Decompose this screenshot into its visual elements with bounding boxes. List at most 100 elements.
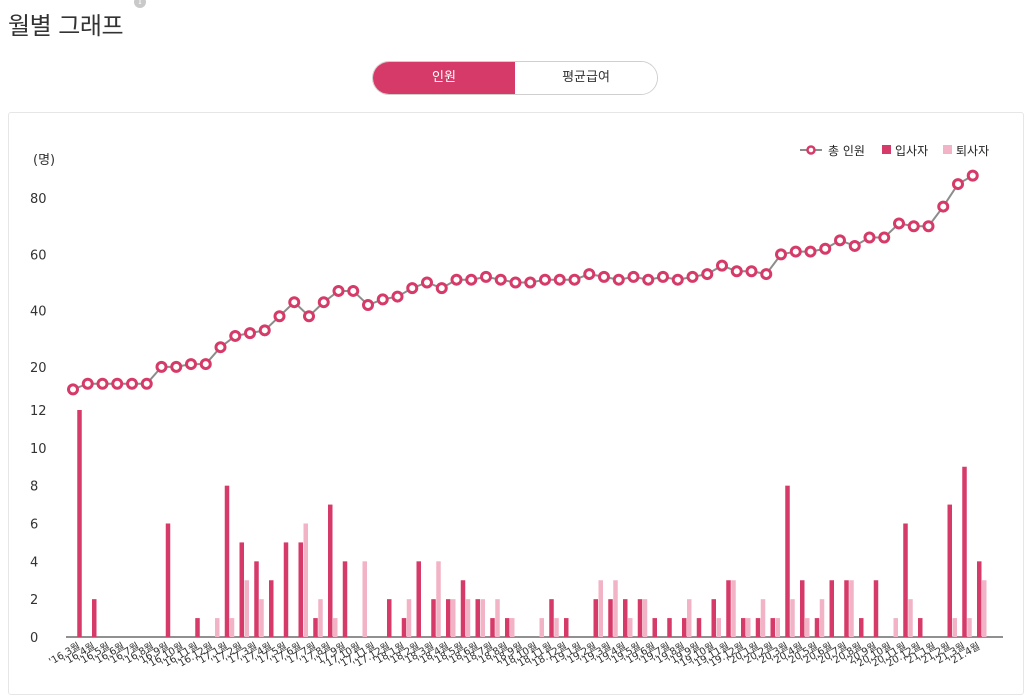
total-headcount-point[interactable] bbox=[509, 276, 522, 289]
bar-hire[interactable] bbox=[342, 561, 348, 637]
total-headcount-point[interactable] bbox=[155, 360, 168, 373]
total-headcount-point[interactable] bbox=[760, 268, 773, 281]
total-headcount-point[interactable] bbox=[480, 270, 492, 283]
total-headcount-point[interactable] bbox=[317, 296, 330, 309]
total-headcount-point[interactable] bbox=[716, 259, 728, 272]
total-headcount-point[interactable] bbox=[907, 220, 920, 233]
bar-hire[interactable] bbox=[239, 542, 245, 637]
total-headcount-point[interactable] bbox=[347, 284, 360, 297]
bar-hire[interactable] bbox=[829, 580, 835, 637]
total-headcount-point[interactable] bbox=[199, 358, 212, 371]
bar-hire[interactable] bbox=[431, 599, 436, 637]
total-headcount-point[interactable] bbox=[834, 234, 846, 247]
bar-hire[interactable] bbox=[313, 618, 318, 637]
bar-leave[interactable] bbox=[908, 599, 913, 637]
bar-leave[interactable] bbox=[406, 599, 412, 637]
total-headcount-point[interactable] bbox=[81, 377, 94, 390]
bar-hire[interactable] bbox=[859, 618, 864, 637]
bar-leave[interactable] bbox=[554, 618, 559, 637]
total-headcount-point[interactable] bbox=[126, 377, 138, 390]
bar-leave[interactable] bbox=[244, 580, 250, 637]
bar-hire[interactable] bbox=[549, 599, 554, 637]
bar-leave[interactable] bbox=[790, 599, 795, 637]
total-headcount-point[interactable] bbox=[627, 270, 640, 283]
total-headcount-point[interactable] bbox=[244, 327, 256, 340]
bar-leave[interactable] bbox=[893, 618, 899, 637]
bar-hire[interactable] bbox=[401, 618, 407, 637]
bar-leave[interactable] bbox=[775, 618, 781, 637]
bar-hire[interactable] bbox=[298, 542, 304, 637]
total-headcount-point[interactable] bbox=[804, 245, 817, 258]
bar-hire[interactable] bbox=[224, 485, 230, 637]
bar-leave[interactable] bbox=[760, 599, 766, 637]
total-headcount-point[interactable] bbox=[185, 358, 197, 371]
bar-leave[interactable] bbox=[613, 580, 618, 637]
bar-hire[interactable] bbox=[947, 504, 953, 637]
bar-hire[interactable] bbox=[755, 618, 761, 637]
total-headcount-point[interactable] bbox=[96, 377, 109, 390]
bar-hire[interactable] bbox=[873, 580, 879, 637]
bar-leave[interactable] bbox=[229, 618, 235, 637]
bar-leave[interactable] bbox=[952, 618, 958, 637]
total-headcount-point[interactable] bbox=[524, 276, 537, 289]
bar-hire[interactable] bbox=[711, 599, 717, 637]
total-headcount-point[interactable] bbox=[789, 245, 802, 258]
bar-leave[interactable] bbox=[628, 618, 633, 637]
total-headcount-point[interactable] bbox=[465, 273, 478, 286]
total-headcount-point[interactable] bbox=[332, 284, 345, 297]
bar-hire[interactable] bbox=[785, 485, 790, 637]
bar-hire[interactable] bbox=[490, 618, 495, 637]
bar-leave[interactable] bbox=[303, 523, 309, 638]
bar-leave[interactable] bbox=[967, 618, 972, 637]
total-headcount-point[interactable] bbox=[494, 273, 507, 286]
bar-leave[interactable] bbox=[510, 618, 515, 637]
total-headcount-point[interactable] bbox=[730, 265, 743, 278]
bar-leave[interactable] bbox=[819, 599, 825, 637]
bar-hire[interactable] bbox=[165, 523, 171, 638]
info-icon[interactable]: i bbox=[134, 0, 146, 8]
total-headcount-point[interactable] bbox=[686, 270, 699, 283]
bar-hire[interactable] bbox=[977, 561, 982, 637]
bar-hire[interactable] bbox=[505, 618, 510, 637]
bar-hire[interactable] bbox=[903, 523, 908, 638]
total-headcount-point[interactable] bbox=[657, 270, 669, 283]
bar-hire[interactable] bbox=[800, 580, 805, 637]
total-headcount-point[interactable] bbox=[922, 220, 935, 233]
total-headcount-point[interactable] bbox=[229, 329, 242, 342]
bar-hire[interactable] bbox=[667, 618, 672, 637]
bar-hire[interactable] bbox=[328, 504, 333, 637]
total-headcount-point[interactable] bbox=[435, 282, 448, 295]
bar-leave[interactable] bbox=[480, 599, 486, 637]
total-headcount-point[interactable] bbox=[450, 273, 463, 286]
total-headcount-point[interactable] bbox=[952, 178, 964, 191]
total-headcount-point[interactable] bbox=[893, 217, 905, 230]
bar-hire[interactable] bbox=[254, 561, 259, 637]
bar-leave[interactable] bbox=[215, 618, 220, 637]
bar-hire[interactable] bbox=[652, 618, 658, 637]
total-headcount-point[interactable] bbox=[140, 377, 153, 390]
total-headcount-point[interactable] bbox=[745, 265, 758, 278]
bar-hire[interactable] bbox=[416, 561, 422, 637]
bar-leave[interactable] bbox=[746, 618, 751, 637]
total-headcount-point[interactable] bbox=[937, 200, 950, 213]
bar-leave[interactable] bbox=[598, 580, 604, 637]
bar-hire[interactable] bbox=[460, 580, 466, 637]
bar-leave[interactable] bbox=[333, 618, 338, 637]
bar-leave[interactable] bbox=[805, 618, 810, 637]
bar-hire[interactable] bbox=[814, 618, 820, 637]
bar-leave[interactable] bbox=[982, 580, 987, 637]
total-headcount-point[interactable] bbox=[303, 310, 315, 323]
bar-hire[interactable] bbox=[844, 580, 849, 637]
bar-leave[interactable] bbox=[642, 599, 648, 637]
bar-leave[interactable] bbox=[539, 618, 545, 637]
total-headcount-point[interactable] bbox=[583, 268, 596, 281]
total-headcount-point[interactable] bbox=[362, 299, 374, 311]
total-headcount-point[interactable] bbox=[111, 377, 124, 390]
total-headcount-point[interactable] bbox=[819, 242, 832, 255]
total-headcount-point[interactable] bbox=[775, 248, 787, 261]
total-headcount-point[interactable] bbox=[553, 273, 566, 286]
bar-hire[interactable] bbox=[770, 618, 776, 637]
total-headcount-point[interactable] bbox=[421, 276, 433, 289]
total-headcount-point[interactable] bbox=[568, 273, 581, 286]
bar-hire[interactable] bbox=[77, 410, 82, 637]
